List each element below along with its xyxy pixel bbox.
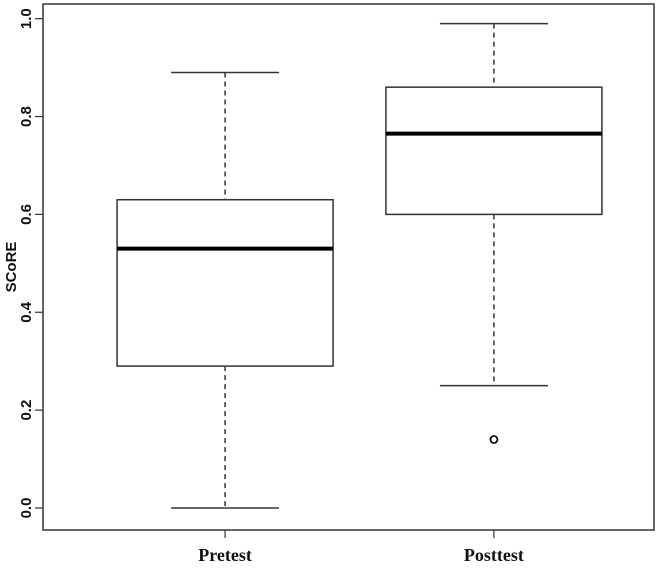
y-tick-label: 0.0 (18, 498, 35, 519)
outlier (489, 435, 499, 444)
y-axis-label: SCoRE (3, 242, 20, 293)
y-tick-label: 1.0 (18, 8, 35, 29)
y-tick-label: 0.8 (18, 106, 35, 127)
box (385, 86, 603, 216)
plot-frame (42, 3, 655, 531)
y-tick-label: 0.4 (18, 301, 35, 323)
y-tick-label: 0.6 (18, 204, 35, 225)
x-tick-label: Posttest (464, 545, 524, 565)
y-tick-label: 0.2 (18, 400, 35, 421)
box (116, 198, 334, 367)
x-tick-label: Pretest (198, 545, 252, 565)
